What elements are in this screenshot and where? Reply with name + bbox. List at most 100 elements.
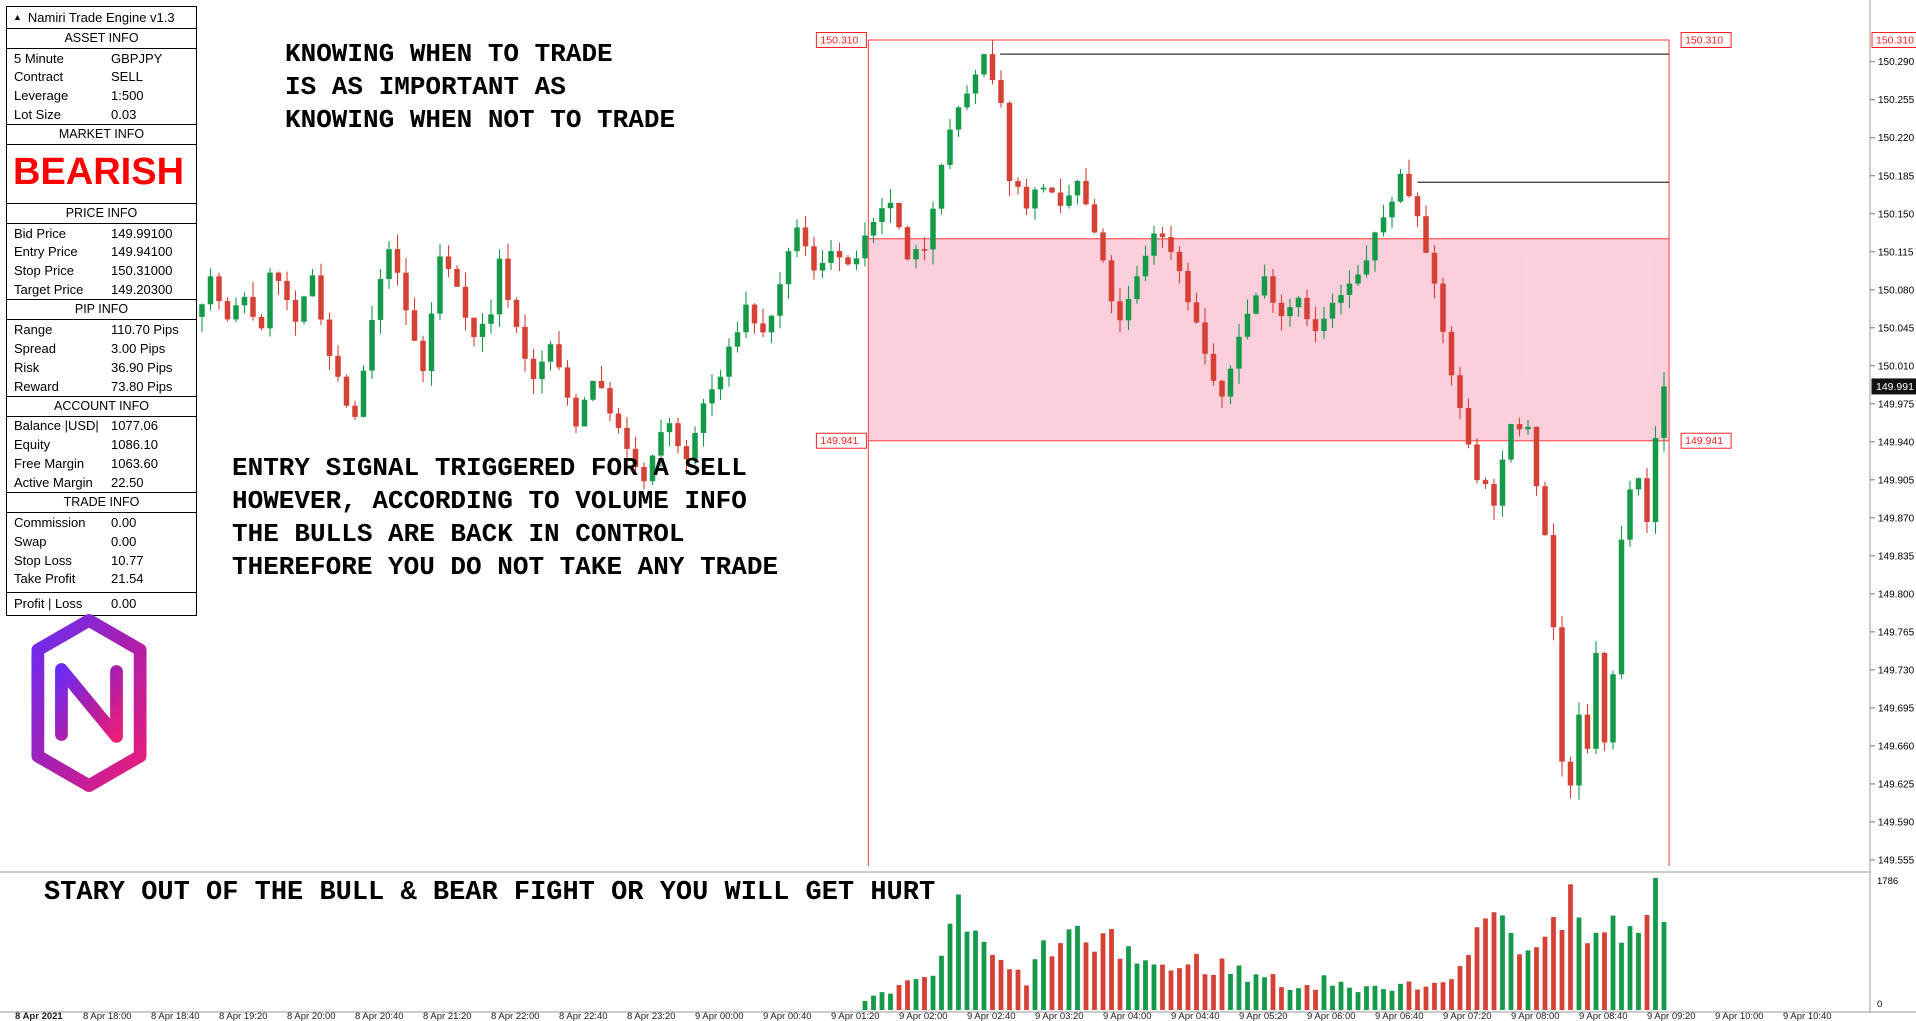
- candle: [1465, 407, 1472, 445]
- candle: [998, 80, 1004, 103]
- collapse-triangle-icon[interactable]: ▲: [13, 12, 22, 22]
- volume-bar: [1593, 932, 1599, 1010]
- row-value: 73.80 Pips: [111, 378, 173, 394]
- panel-header[interactable]: ▲ Namiri Trade Engine v1.3: [7, 7, 196, 28]
- volume-bar: [1457, 966, 1463, 1010]
- candle: [887, 202, 894, 209]
- candle: [896, 202, 902, 228]
- panel-row: Bid Price 149.99100: [7, 224, 196, 243]
- time-axis-label: 9 Apr 04:40: [1171, 1011, 1220, 1021]
- candle: [309, 275, 316, 297]
- candle: [284, 280, 290, 300]
- candle: [811, 246, 817, 271]
- stop-price-label-right-box: [1680, 32, 1732, 48]
- row-value: 110.70 Pips: [111, 321, 179, 337]
- time-axis-label: 9 Apr 04:00: [1103, 1011, 1152, 1021]
- row-value: 1063.60: [111, 456, 158, 472]
- candle: [1508, 424, 1514, 460]
- candle: [649, 455, 656, 482]
- candle: [411, 310, 418, 341]
- time-axis-label: 9 Apr 06:40: [1375, 1011, 1424, 1021]
- candle: [233, 305, 239, 320]
- candle: [1440, 283, 1446, 332]
- candle: [1567, 761, 1574, 786]
- price-grid-label: 149.940: [1878, 437, 1915, 448]
- price-grid-label: 150.150: [1878, 209, 1915, 220]
- volume-bar: [1083, 942, 1089, 1010]
- time-axis-label: 9 Apr 10:40: [1783, 1011, 1832, 1021]
- volume-bar: [1347, 987, 1352, 1010]
- row-label: Leverage: [14, 88, 69, 104]
- price-grid-label: 149.800: [1878, 589, 1915, 600]
- candle: [1474, 444, 1480, 481]
- volume-bar: [896, 985, 902, 1010]
- panel-sections: ASSET INFO 5 Minute GBPJPY Contract SELL Leve…: [7, 28, 196, 615]
- row-label: Active Margin: [14, 474, 93, 490]
- volume-bar: [1432, 982, 1437, 1010]
- row-value: 0.03: [111, 107, 137, 123]
- price-grid-label: 150.185: [1878, 171, 1915, 182]
- candle: [292, 299, 299, 322]
- volume-bar: [1338, 981, 1344, 1010]
- row-value: 150.31000: [111, 263, 173, 279]
- volume-bar: [1058, 943, 1063, 1010]
- candle: [734, 332, 741, 347]
- volume-bar: [1619, 942, 1624, 1010]
- time-axis-label: 8 Apr 23:20: [627, 1011, 676, 1021]
- candle: [624, 427, 630, 449]
- candle: [1023, 186, 1030, 209]
- row-label: Profit | Loss: [14, 595, 83, 611]
- candle: [1210, 353, 1217, 381]
- volume-bar: [1355, 992, 1361, 1010]
- candle: [326, 319, 333, 356]
- candle: [709, 389, 715, 404]
- candle: [904, 227, 911, 260]
- panel-row: Take Profit 21.54: [7, 570, 196, 589]
- candle: [445, 256, 452, 269]
- candle: [666, 423, 673, 433]
- candle: [301, 296, 307, 322]
- section-title-account-info: ACCOUNT INFO: [7, 395, 196, 417]
- candle: [1287, 307, 1293, 317]
- candle: [794, 227, 800, 252]
- price-grid-label: 149.765: [1878, 627, 1915, 638]
- volume-bar: [1525, 950, 1531, 1010]
- candle: [1295, 297, 1302, 308]
- time-axis-label: 8 Apr 19:20: [219, 1011, 268, 1021]
- row-value: 22.50: [111, 474, 144, 490]
- time-axis-label: 8 Apr 20:00: [287, 1011, 336, 1021]
- time-axis-label: 9 Apr 10:00: [1715, 1011, 1764, 1021]
- candle: [1355, 274, 1361, 284]
- candle: [1618, 539, 1625, 675]
- candle: [1346, 283, 1353, 296]
- time-axis-label: 8 Apr 20:40: [355, 1011, 404, 1021]
- panel-row: Commission 0.00: [7, 513, 196, 532]
- candle: [1550, 535, 1557, 628]
- candle: [462, 286, 469, 318]
- volume-bar: [1202, 974, 1208, 1010]
- volume-bar: [1228, 973, 1233, 1010]
- candle: [802, 227, 809, 247]
- candle: [1321, 318, 1327, 331]
- candle: [913, 249, 919, 260]
- price-grid-label: 149.625: [1878, 779, 1915, 790]
- volume-bar: [1500, 915, 1505, 1010]
- candle: [199, 304, 205, 317]
- row-value: 0.00: [111, 595, 137, 611]
- candle: [743, 304, 749, 333]
- candle: [1423, 216, 1429, 253]
- volume-bar: [1100, 933, 1106, 1010]
- volume-bar: [998, 959, 1004, 1010]
- row-value: 0.00: [111, 514, 137, 530]
- volume-bar: [879, 992, 885, 1010]
- row-label: Entry Price: [14, 244, 78, 260]
- section-title-trade-info: TRADE INFO: [7, 492, 196, 514]
- panel-row: Lot Size 0.03: [7, 106, 196, 125]
- candle: [275, 272, 282, 281]
- candle: [1040, 187, 1047, 190]
- row-value: 149.20300: [111, 282, 173, 298]
- candle: [1244, 313, 1251, 337]
- panel-row: Equity 1086.10: [7, 436, 196, 455]
